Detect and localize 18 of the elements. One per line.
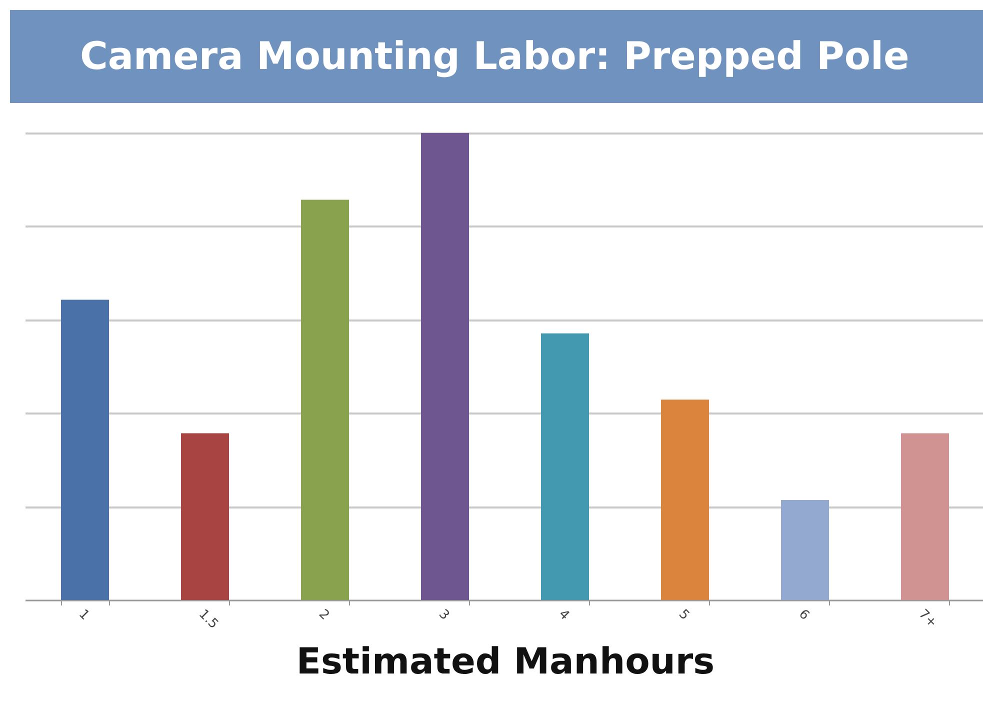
bar xyxy=(61,300,109,600)
bar xyxy=(301,200,349,600)
bar xyxy=(901,433,949,600)
bar xyxy=(421,133,469,600)
x-tick-label: 7+ xyxy=(916,606,940,631)
bar xyxy=(661,400,709,600)
bar xyxy=(541,333,589,600)
x-tick-label: 4 xyxy=(556,606,572,624)
x-tick-label: 1.5 xyxy=(196,606,221,632)
bar xyxy=(181,433,229,600)
x-tick-label: 1 xyxy=(76,606,92,624)
x-tick-label: 3 xyxy=(436,606,452,624)
x-tick-label: 5 xyxy=(676,606,692,624)
x-tick-label: 6 xyxy=(796,606,812,624)
bar xyxy=(781,500,829,600)
x-axis-title: Estimated Manhours xyxy=(296,641,715,682)
x-tick-label: 2 xyxy=(316,606,332,624)
chart-title: Camera Mounting Labor: Prepped Pole xyxy=(10,10,983,103)
